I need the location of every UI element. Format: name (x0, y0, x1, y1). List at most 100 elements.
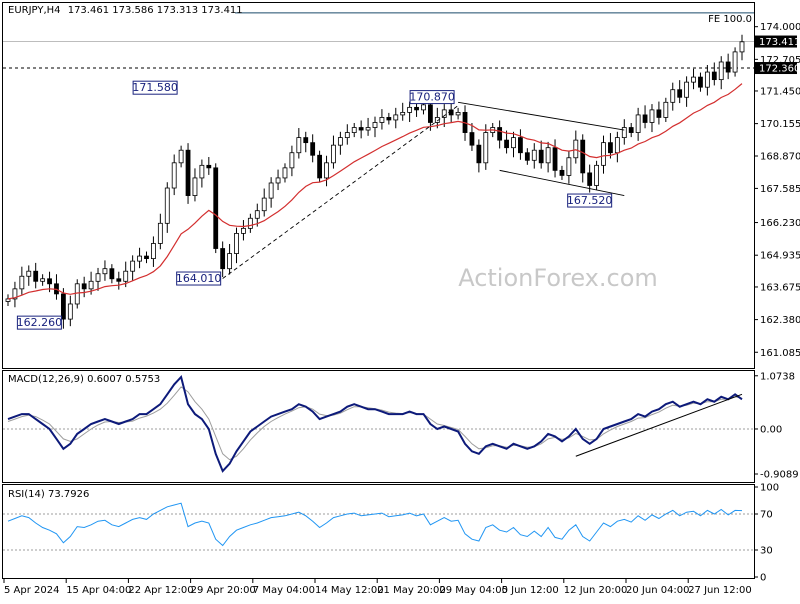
candle-body (351, 127, 357, 133)
rsi-tick-label: 70 (760, 510, 773, 521)
candle-body (531, 149, 537, 161)
candle-body (628, 127, 634, 133)
price-annotation: 164.010 (176, 271, 222, 286)
watermark: ActionForex.com (458, 264, 658, 292)
candle-body (580, 139, 586, 174)
price-tick-label: 166.230 (760, 218, 800, 229)
price-tick-label: 162.380 (760, 315, 800, 326)
candle-body (157, 222, 163, 244)
candle-body (5, 298, 11, 302)
chart-symbol-header: EURJPY,H4 173.461 173.586 173.313 173.41… (8, 5, 243, 16)
candle-body (199, 164, 205, 179)
x-tick-label: 21 May 20:00 (377, 585, 446, 596)
price-annotation: 171.580 (132, 80, 178, 95)
candle-body (379, 117, 385, 123)
macd-tick-label: 0.00 (760, 424, 782, 435)
candle-body (407, 106, 413, 113)
candle-body (337, 137, 343, 146)
candle-body (33, 270, 39, 282)
candle-body (303, 137, 309, 144)
candle-body (725, 61, 731, 73)
x-tick-label: 29 Apr 20:00 (191, 585, 256, 596)
current-price-tag: 173.411 (755, 35, 800, 48)
candle-body (718, 61, 724, 81)
candle-body (19, 275, 25, 290)
candle-body (566, 157, 572, 176)
moving-average-line (7, 83, 743, 300)
candle-body (151, 243, 156, 260)
price-annotation-text: 170.870 (409, 91, 455, 104)
candle-body (47, 278, 52, 285)
price-annotation-text: 162.260 (17, 316, 63, 329)
rsi-tick-label: 100 (760, 483, 779, 494)
price-annotation-text: 164.010 (176, 272, 222, 285)
candle-body (344, 132, 350, 139)
candle-body (289, 152, 295, 169)
x-tick-label: 5 Jun 12:00 (502, 585, 559, 596)
price-annotation-box (567, 193, 613, 208)
candle-body (649, 109, 655, 123)
macd-tick-label: -0.9089 (760, 470, 799, 481)
price-annotation-text: 167.520 (567, 194, 613, 207)
candle-body (434, 117, 440, 123)
ohlc-text: 173.461 173.586 173.313 173.411 (68, 5, 243, 16)
rsi-line (7, 502, 743, 547)
candle-body (711, 71, 717, 81)
candle-body (684, 81, 690, 98)
rising-trendline (222, 105, 459, 279)
candle-body (358, 127, 364, 131)
candle-body (74, 283, 80, 305)
candle-body (88, 280, 94, 290)
candle-body (130, 260, 136, 272)
candle-body (704, 71, 710, 88)
price-layer: 171.580 164.010 162.260 170.870 167.520 (3, 12, 754, 330)
price-tick-label: 170.155 (760, 119, 800, 130)
candle-body (524, 152, 530, 161)
candle-body (663, 101, 669, 118)
candle-body (185, 149, 191, 196)
candle-body (164, 187, 170, 224)
rsi-pane-frame (2, 484, 755, 579)
candle-body (282, 167, 288, 179)
fe-label: FE 100.0 (708, 14, 752, 25)
price-annotation: 167.520 (567, 193, 613, 208)
candle-body (621, 127, 627, 139)
candle-body (656, 109, 662, 118)
candle-body (317, 154, 323, 179)
price-tick-label: 168.870 (760, 152, 800, 163)
current-price-tag-bg (755, 35, 797, 48)
candle-body (386, 117, 392, 121)
candle-body (109, 268, 115, 280)
candle-body (254, 210, 260, 219)
candle-body (310, 142, 316, 156)
price-pane-frame (2, 2, 755, 369)
candle-body (247, 217, 253, 229)
x-tick-label: 15 Apr 04:00 (66, 585, 131, 596)
symbol-text: EURJPY,H4 (8, 5, 61, 16)
candle-body (427, 104, 433, 123)
axis-layer: 174.000 172.705 171.450 170.155 168.870 167.5… (3, 22, 800, 596)
candle-body (171, 162, 177, 189)
channel-lower-line (499, 169, 625, 197)
candle-body (559, 169, 565, 176)
candle-body (60, 293, 66, 320)
macd-layer (3, 374, 754, 473)
price-tick-label: 167.585 (760, 184, 800, 195)
candle-body (26, 270, 32, 277)
rsi-layer (3, 502, 754, 551)
candle-body (573, 139, 579, 159)
price-annotation-box (409, 90, 455, 105)
candle-body (296, 137, 302, 154)
candle-body (739, 41, 745, 53)
candle-body (192, 177, 198, 196)
candle-body (261, 197, 267, 212)
candle-body (331, 144, 336, 164)
candle-body (642, 114, 648, 123)
candle-body (476, 144, 482, 164)
candle-body (691, 76, 696, 83)
candle-body (102, 268, 108, 275)
macd-pane-frame (2, 370, 755, 483)
macd-tick-label: 1.0738 (760, 371, 795, 382)
candle-body (670, 89, 676, 103)
x-tick-label: 27 Jun 12:00 (688, 585, 752, 596)
